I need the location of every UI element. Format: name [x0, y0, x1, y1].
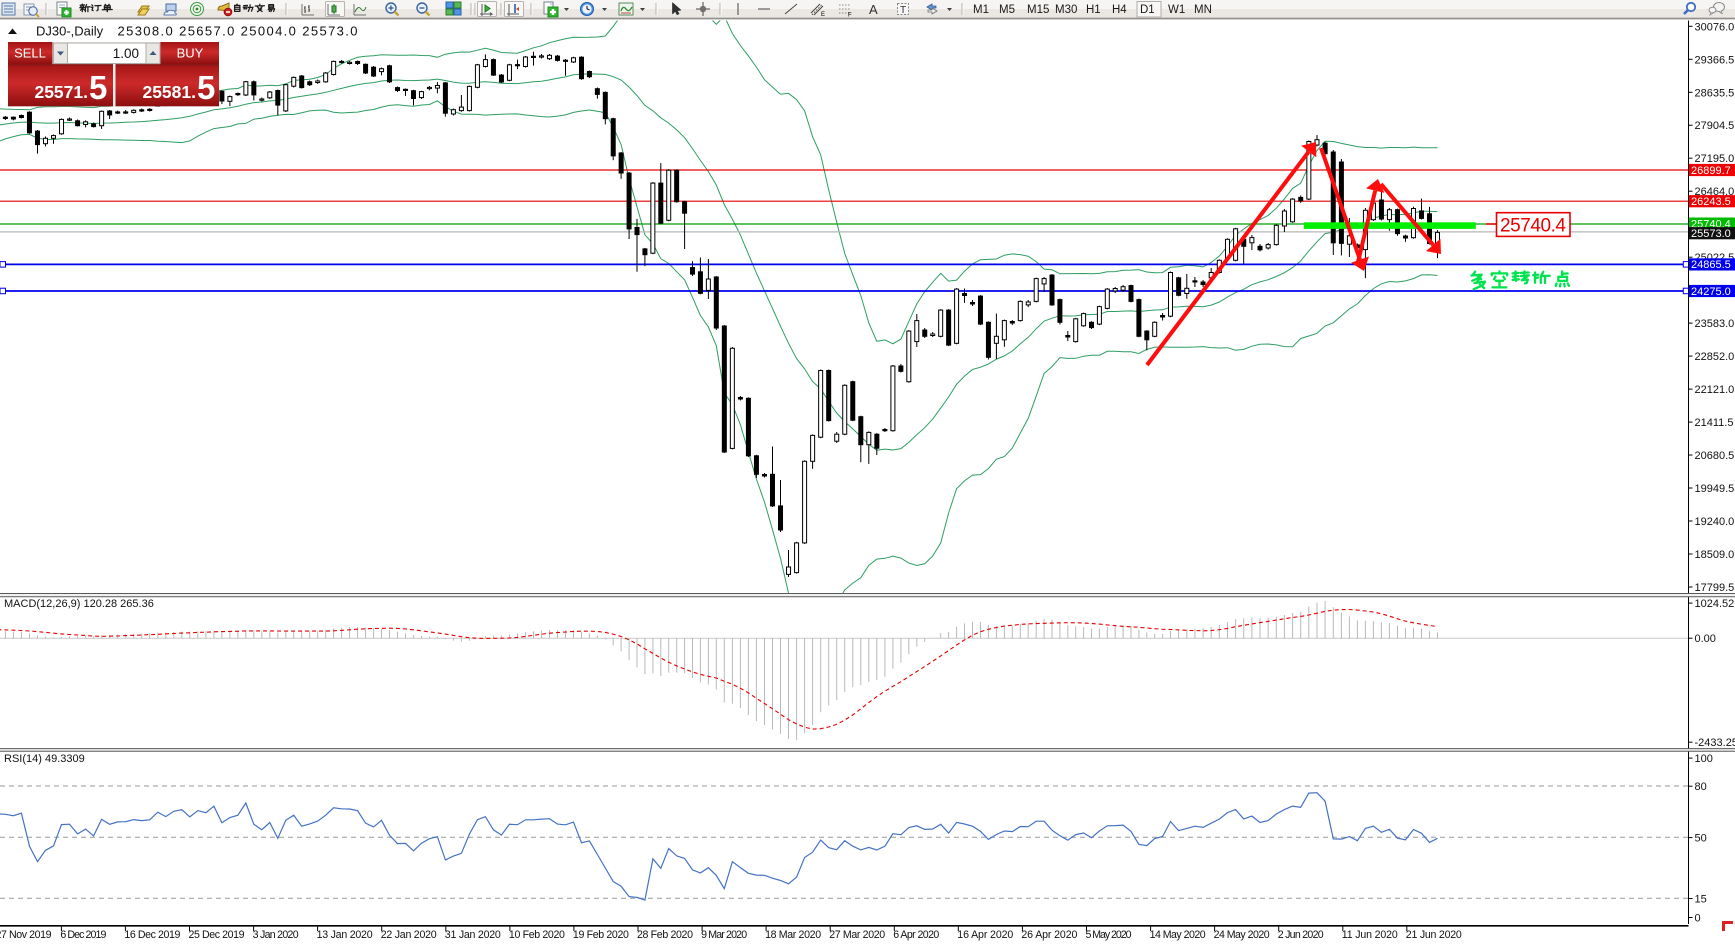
svg-text:25571.: 25571. — [34, 82, 88, 102]
svg-text:M5: M5 — [999, 4, 1015, 16]
svg-text:19 Feb 2020: 19 Feb 2020 — [573, 929, 629, 941]
svg-text:5: 5 — [89, 69, 107, 106]
svg-text:11 Jun 2020: 11 Jun 2020 — [1342, 929, 1398, 941]
svg-text:15: 15 — [1695, 894, 1707, 906]
svg-text:DJ30-,Daily: DJ30-,Daily — [36, 24, 104, 39]
svg-text:27 Nov 2019: 27 Nov 2019 — [0, 929, 52, 941]
svg-text:A: A — [869, 2, 878, 17]
svg-text:19240.0: 19240.0 — [1695, 516, 1735, 528]
svg-text:21411.5: 21411.5 — [1695, 417, 1734, 429]
svg-text:M15: M15 — [1027, 4, 1049, 16]
svg-text:27 Mar 2020: 27 Mar 2020 — [829, 929, 885, 941]
svg-text:80: 80 — [1695, 781, 1707, 793]
svg-text:16 Dec 2019: 16 Dec 2019 — [124, 929, 180, 941]
svg-text:14 May 2020: 14 May 2020 — [1150, 929, 1206, 941]
svg-text:50: 50 — [1695, 833, 1707, 845]
svg-text:BUY: BUY — [177, 46, 204, 61]
svg-text:RSI(14) 49.3309: RSI(14) 49.3309 — [4, 753, 85, 765]
svg-text:18 Mar 2020: 18 Mar 2020 — [765, 929, 821, 941]
svg-text:19949.5: 19949.5 — [1695, 483, 1735, 495]
svg-text:MN: MN — [1194, 4, 1212, 16]
svg-text:20680.5: 20680.5 — [1695, 450, 1735, 462]
svg-text:22121.0: 22121.0 — [1695, 384, 1735, 396]
svg-text:25573.0: 25573.0 — [1691, 228, 1731, 240]
svg-text:E: E — [821, 12, 825, 18]
svg-text:29366.5: 29366.5 — [1695, 54, 1735, 66]
svg-text:1.00: 1.00 — [113, 46, 139, 61]
svg-text:H4: H4 — [1112, 4, 1127, 16]
svg-text:24275.0: 24275.0 — [1691, 286, 1731, 298]
svg-text:1024.52: 1024.52 — [1695, 598, 1735, 610]
svg-text:17799.5: 17799.5 — [1695, 582, 1735, 594]
svg-text:MACD(12,26,9) 120.28 265.36: MACD(12,26,9) 120.28 265.36 — [4, 598, 154, 610]
svg-text:26243.5: 26243.5 — [1691, 196, 1731, 208]
svg-text:23583.0: 23583.0 — [1695, 318, 1735, 330]
svg-text:25308.0 25657.0 25004.0 25573.: 25308.0 25657.0 25004.0 25573.0 — [118, 24, 358, 39]
svg-text:6 Dec 2019: 6 Dec 2019 — [60, 929, 106, 941]
svg-text:-2433.25: -2433.25 — [1695, 737, 1735, 749]
svg-text:27195.0: 27195.0 — [1695, 153, 1735, 165]
svg-text:2 Jun 2020: 2 Jun 2020 — [1278, 929, 1324, 941]
svg-text:28635.5: 28635.5 — [1695, 87, 1735, 99]
svg-text:13 Jan 2020: 13 Jan 2020 — [317, 929, 373, 941]
svg-text:22852.0: 22852.0 — [1695, 351, 1735, 363]
svg-text:T: T — [900, 5, 906, 16]
svg-text:27904.5: 27904.5 — [1695, 120, 1735, 132]
svg-text:F: F — [848, 13, 852, 19]
svg-text:SELL: SELL — [14, 46, 46, 61]
svg-text:25740.4: 25740.4 — [1500, 216, 1566, 237]
svg-text:26899.7: 26899.7 — [1691, 165, 1731, 177]
svg-text:26 Apr 2020: 26 Apr 2020 — [1021, 929, 1077, 941]
svg-text:H1: H1 — [1086, 4, 1101, 16]
svg-text:W1: W1 — [1168, 4, 1185, 16]
svg-text:18509.0: 18509.0 — [1695, 549, 1735, 561]
svg-text:21 Jun 2020: 21 Jun 2020 — [1406, 929, 1462, 941]
svg-text:5: 5 — [197, 69, 215, 106]
svg-text:3 Jan 2020: 3 Jan 2020 — [253, 929, 299, 941]
svg-text:M30: M30 — [1055, 4, 1077, 16]
svg-text:5 May 2020: 5 May 2020 — [1086, 929, 1132, 941]
svg-text:28 Feb 2020: 28 Feb 2020 — [637, 929, 693, 941]
svg-text:30076.0: 30076.0 — [1695, 21, 1735, 33]
svg-text:25581.: 25581. — [142, 82, 196, 102]
svg-text:31 Jan 2020: 31 Jan 2020 — [445, 929, 501, 941]
svg-text:9 Mar 2020: 9 Mar 2020 — [701, 929, 747, 941]
svg-text:0.00: 0.00 — [1695, 633, 1716, 645]
svg-text:M1: M1 — [973, 4, 989, 16]
svg-text:16 Apr 2020: 16 Apr 2020 — [957, 929, 1013, 941]
svg-text:100: 100 — [1695, 753, 1713, 765]
svg-text:D1: D1 — [1140, 4, 1155, 16]
svg-text:6 Apr 2020: 6 Apr 2020 — [893, 929, 939, 941]
svg-text:25 Dec 2019: 25 Dec 2019 — [189, 929, 245, 941]
svg-text:0: 0 — [1695, 913, 1701, 925]
svg-text:24 May 2020: 24 May 2020 — [1214, 929, 1270, 941]
svg-text:24865.5: 24865.5 — [1691, 259, 1731, 271]
svg-text:22 Jan 2020: 22 Jan 2020 — [381, 929, 437, 941]
svg-text:10 Feb 2020: 10 Feb 2020 — [509, 929, 565, 941]
